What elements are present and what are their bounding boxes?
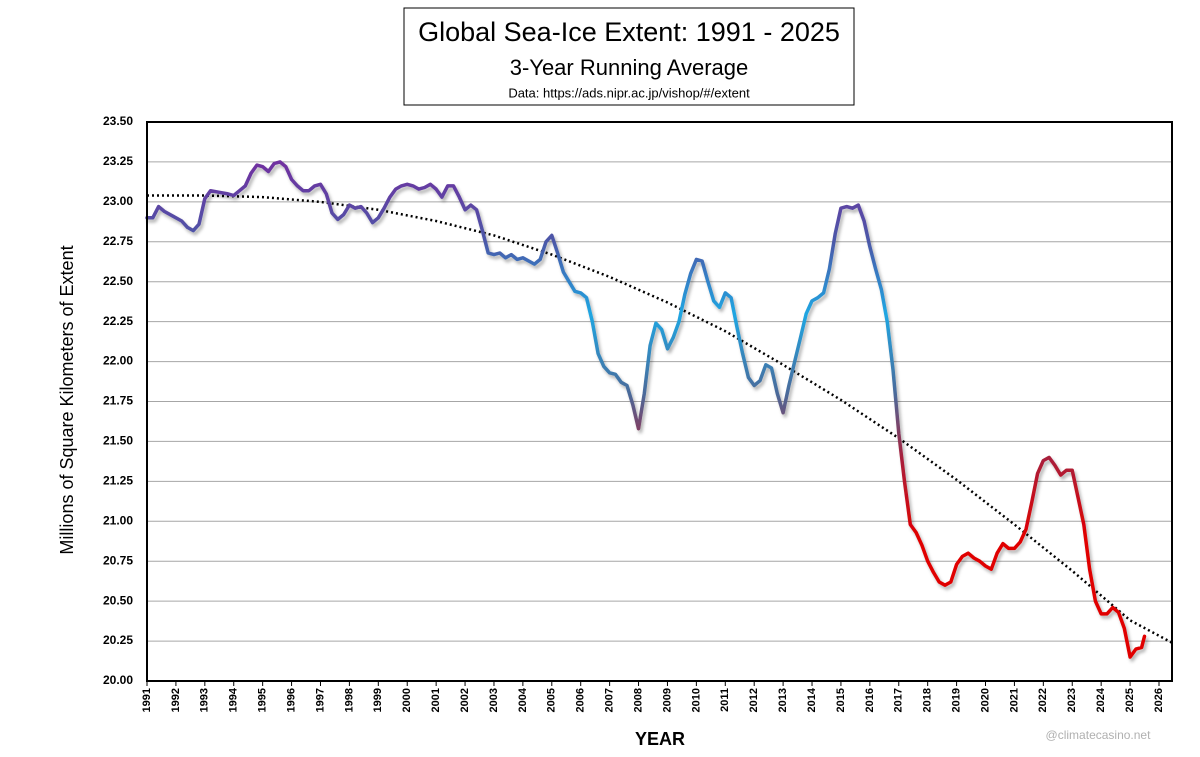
x-tick-label: 2002 (459, 688, 471, 712)
x-tick-label: 2013 (777, 688, 789, 712)
chart-subtitle: 3-Year Running Average (510, 55, 749, 80)
x-tick-label: 1999 (372, 688, 384, 712)
x-tick-label: 2026 (1153, 688, 1165, 712)
y-tick-label: 23.25 (103, 154, 133, 168)
x-tick-label: 1993 (199, 688, 211, 712)
y-tick-label: 20.75 (103, 553, 133, 567)
x-tick-label: 2023 (1066, 688, 1078, 712)
plot-border (146, 121, 1173, 682)
x-tick-label: 2006 (575, 688, 587, 712)
source: Data: https://ads.nipr.ac.jp/vishop/#/ex… (508, 85, 750, 100)
y-tick-label: 21.75 (103, 394, 133, 408)
x-axis-label: YEAR (635, 729, 685, 749)
y-tick-label: 21.25 (103, 474, 133, 488)
y-tick-label: 20.50 (103, 593, 133, 607)
y-tick-label: 20.25 (103, 633, 133, 647)
x-tick-label: 2024 (1095, 687, 1107, 712)
x-tick-label: 2017 (893, 688, 905, 712)
x-tick-label: 1997 (314, 688, 326, 712)
x-tick-label: 2018 (922, 688, 934, 712)
x-tick-label: 1998 (343, 688, 355, 712)
y-tick-label: 23.50 (103, 114, 133, 128)
chart-title: Global Sea-Ice Extent: 1991 - 2025 (418, 17, 840, 47)
y-tick-label: 23.00 (103, 194, 133, 208)
x-tick-label: 1992 (170, 688, 182, 712)
trend-line (147, 194, 1173, 644)
x-tick-label: 2008 (632, 688, 644, 712)
x-tick-label: 1994 (228, 687, 240, 712)
x-tick-label: 1995 (257, 688, 269, 712)
x-tick-label: 2005 (546, 688, 558, 712)
x-tick-label: 2015 (835, 688, 847, 712)
x-tick-label: 2020 (979, 688, 991, 712)
x-tick-label: 2025 (1124, 688, 1136, 712)
y-tick-label: 22.50 (103, 274, 133, 288)
y-tick-label: 21.50 (103, 434, 133, 448)
x-tick-label: 2012 (748, 688, 760, 712)
x-tick-label: 2021 (1008, 688, 1020, 712)
watermark: @climatecasino.net (1046, 728, 1152, 742)
x-tick-label: 2003 (488, 688, 500, 712)
y-tick-label: 22.75 (103, 234, 133, 248)
x-tick-label: 2004 (517, 687, 529, 712)
y-axis-label: Millions of Square Kilometers of Extent (57, 245, 77, 554)
x-tick-label: 1991 (141, 688, 153, 712)
x-tick-label: 1996 (285, 688, 297, 712)
x-tick-label: 2009 (661, 688, 673, 712)
x-tick-label: 2014 (806, 687, 818, 712)
x-tick-label: 2022 (1037, 688, 1049, 712)
x-tick-label: 2011 (719, 688, 731, 712)
y-tick-label: 20.00 (103, 673, 133, 687)
x-tick-label: 2001 (430, 688, 442, 712)
y-tick-label: 21.00 (103, 513, 133, 527)
x-tick-label: 2019 (950, 688, 962, 712)
x-tick-label: 2000 (401, 688, 413, 712)
title-box (403, 7, 855, 106)
x-tick-label: 2010 (690, 688, 702, 712)
data-line (145, 160, 1147, 659)
x-tick-label: 2016 (864, 688, 876, 712)
y-tick-label: 22.00 (103, 354, 133, 368)
y-tick-label: 22.25 (103, 314, 133, 328)
x-tick-label: 2007 (604, 688, 616, 712)
